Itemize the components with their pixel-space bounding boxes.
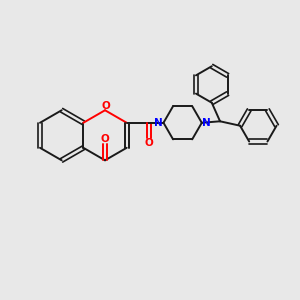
Text: O: O: [102, 100, 111, 110]
Text: N: N: [202, 118, 211, 128]
Text: O: O: [100, 134, 109, 144]
Text: O: O: [144, 138, 153, 148]
Text: N: N: [154, 118, 163, 128]
